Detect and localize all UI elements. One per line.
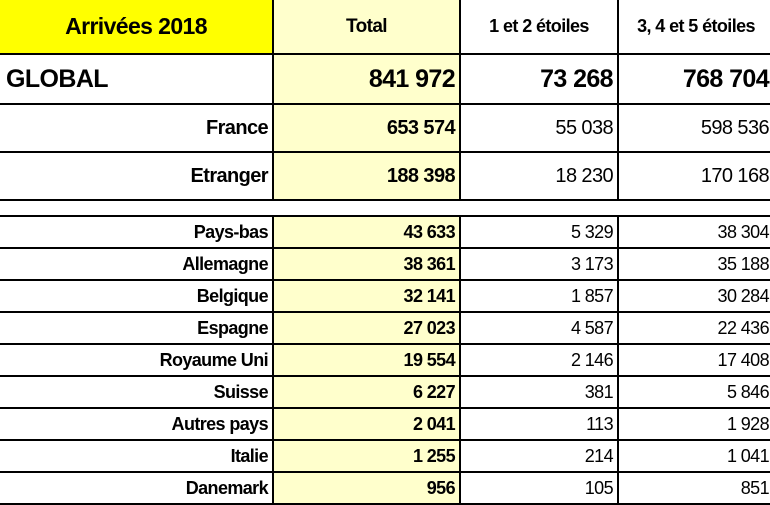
stars-1-2-cell: 2 146 xyxy=(459,343,619,377)
table-row: Etranger 188 398 18 230 170 168 xyxy=(0,152,770,201)
stars-3-4-5-cell: 851 xyxy=(617,471,770,505)
stars-1-2-cell: 55 038 xyxy=(459,104,619,153)
stars-3-4-5-cell: 1 928 xyxy=(617,407,770,441)
countries-table: Pays-bas 43 633 5 329 38 304 Allemagne 38 361… xyxy=(0,215,770,505)
row-label: Danemark xyxy=(0,471,274,505)
stars-3-4-5-cell: 22 436 xyxy=(617,311,770,345)
stars-3-4-5-cell: 170 168 xyxy=(617,152,770,201)
total-cell: 956 xyxy=(272,471,461,505)
row-label: Belgique xyxy=(0,279,274,313)
header-title: Arrivées 2018 xyxy=(0,0,274,55)
total-cell: 27 023 xyxy=(272,311,461,345)
stars-3-4-5-cell: 38 304 xyxy=(617,215,770,249)
stars-1-2-cell: 113 xyxy=(459,407,619,441)
row-label: GLOBAL xyxy=(0,54,274,105)
row-label: Etranger xyxy=(0,152,274,201)
stars-3-4-5-cell: 1 041 xyxy=(617,439,770,473)
table-row: Suisse 6 227 381 5 846 xyxy=(0,375,770,409)
total-cell: 841 972 xyxy=(272,54,461,105)
header-total: Total xyxy=(272,0,461,55)
total-cell: 1 255 xyxy=(272,439,461,473)
row-label: Italie xyxy=(0,439,274,473)
stars-1-2-cell: 214 xyxy=(459,439,619,473)
total-cell: 38 361 xyxy=(272,247,461,281)
total-cell: 19 554 xyxy=(272,343,461,377)
total-cell: 2 041 xyxy=(272,407,461,441)
total-cell: 6 227 xyxy=(272,375,461,409)
stars-3-4-5-cell: 17 408 xyxy=(617,343,770,377)
row-label: Royaume Uni xyxy=(0,343,274,377)
stars-1-2-cell: 18 230 xyxy=(459,152,619,201)
table-row: Danemark 956 105 851 xyxy=(0,471,770,505)
table-row: Espagne 27 023 4 587 22 436 xyxy=(0,311,770,345)
global-row: GLOBAL 841 972 73 268 768 704 xyxy=(0,54,770,105)
stars-1-2-cell: 3 173 xyxy=(459,247,619,281)
stars-3-4-5-cell: 30 284 xyxy=(617,279,770,313)
total-cell: 653 574 xyxy=(272,104,461,153)
stars-1-2-cell: 5 329 xyxy=(459,215,619,249)
row-label: France xyxy=(0,104,274,153)
row-label: Pays-bas xyxy=(0,215,274,249)
total-cell: 188 398 xyxy=(272,152,461,201)
stars-1-2-cell: 105 xyxy=(459,471,619,505)
row-label: Espagne xyxy=(0,311,274,345)
stars-3-4-5-cell: 35 188 xyxy=(617,247,770,281)
table-row: Allemagne 38 361 3 173 35 188 xyxy=(0,247,770,281)
table-row: Royaume Uni 19 554 2 146 17 408 xyxy=(0,343,770,377)
row-label: Allemagne xyxy=(0,247,274,281)
stars-3-4-5-cell: 598 536 xyxy=(617,104,770,153)
table-row: France 653 574 55 038 598 536 xyxy=(0,104,770,153)
stars-1-2-cell: 1 857 xyxy=(459,279,619,313)
table-row: Belgique 32 141 1 857 30 284 xyxy=(0,279,770,313)
total-cell: 43 633 xyxy=(272,215,461,249)
table-row: Pays-bas 43 633 5 329 38 304 xyxy=(0,215,770,249)
row-label: Autres pays xyxy=(0,407,274,441)
stars-1-2-cell: 4 587 xyxy=(459,311,619,345)
row-label: Suisse xyxy=(0,375,274,409)
stars-3-4-5-cell: 768 704 xyxy=(617,54,770,105)
stars-3-4-5-cell: 5 846 xyxy=(617,375,770,409)
header-3-4-5-stars: 3, 4 et 5 étoiles xyxy=(617,0,770,55)
summary-table: Arrivées 2018 Total 1 et 2 étoiles 3, 4 … xyxy=(0,0,770,201)
stars-1-2-cell: 73 268 xyxy=(459,54,619,105)
table-row: Autres pays 2 041 113 1 928 xyxy=(0,407,770,441)
header-row: Arrivées 2018 Total 1 et 2 étoiles 3, 4 … xyxy=(0,0,770,55)
stars-1-2-cell: 381 xyxy=(459,375,619,409)
header-1-2-stars: 1 et 2 étoiles xyxy=(459,0,619,55)
total-cell: 32 141 xyxy=(272,279,461,313)
table-row: Italie 1 255 214 1 041 xyxy=(0,439,770,473)
